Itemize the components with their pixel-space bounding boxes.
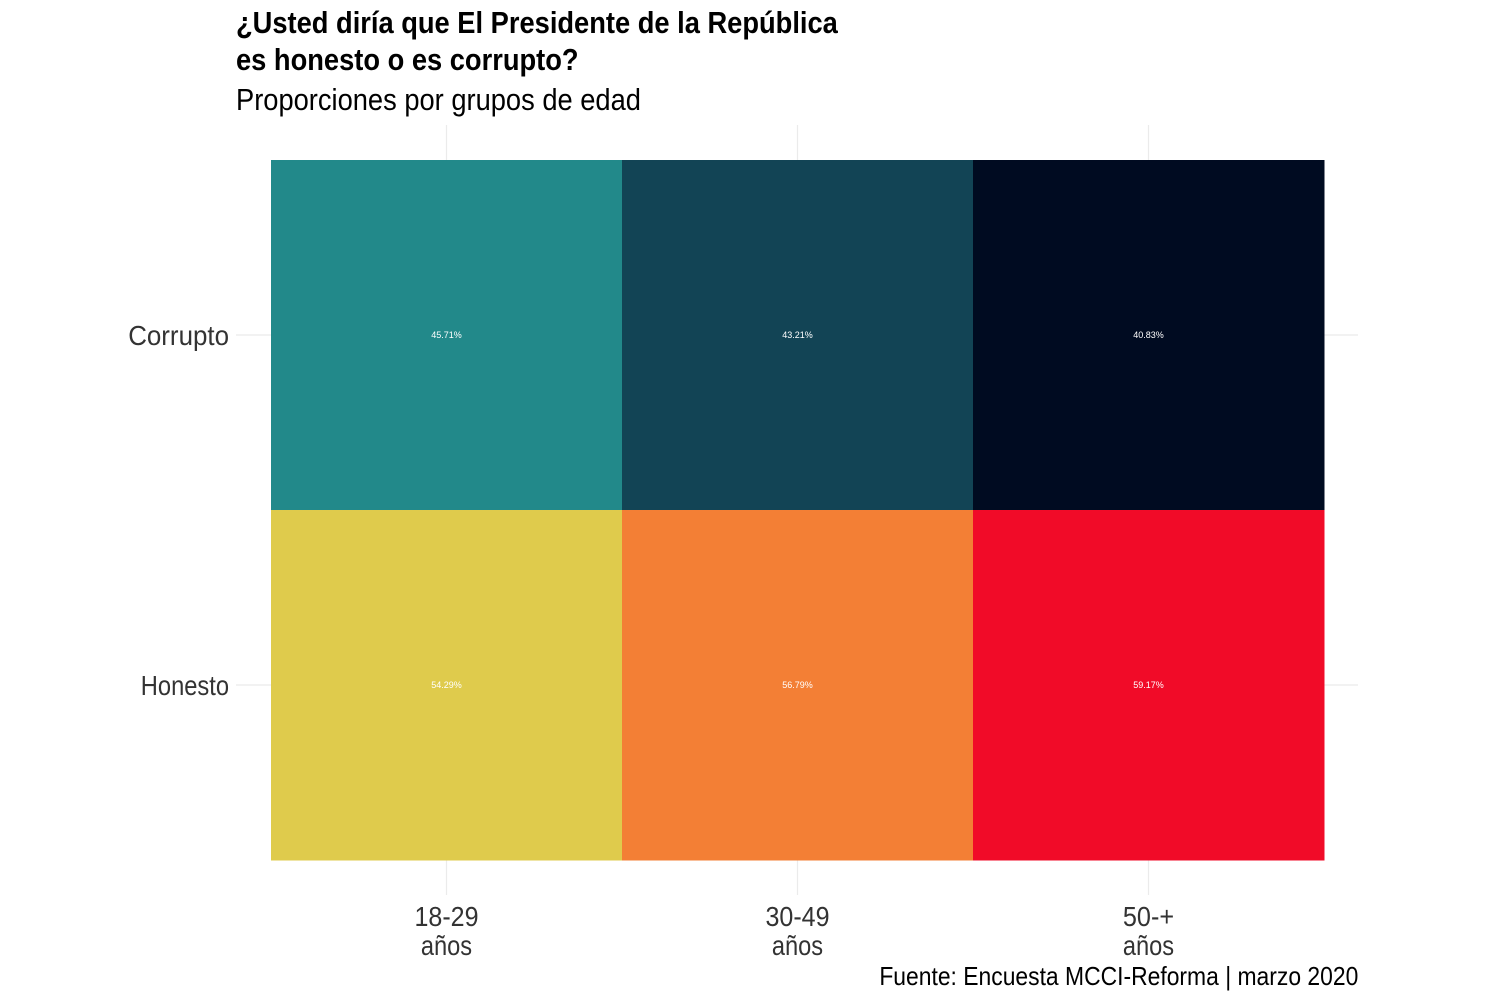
cell-labels: 45.71% 43.21% 40.83% 54.29% 56.79% 59.17% <box>431 330 1164 690</box>
y-tick-label: Honesto <box>141 670 229 701</box>
cell-value-label: 43.21% <box>782 330 813 340</box>
x-tick-label: años <box>421 930 472 961</box>
heatmap-cell <box>271 510 623 861</box>
cell-value-label: 45.71% <box>431 330 462 340</box>
heatmap-cell <box>271 160 623 511</box>
chart-subtitle: Proporciones por grupos de edad <box>236 82 641 117</box>
cell-value-label: 54.29% <box>431 680 462 690</box>
y-axis: Corrupto Honesto <box>128 320 229 701</box>
heatmap-cell <box>622 160 974 511</box>
x-tick-label: 50-+ <box>1123 901 1174 932</box>
heatmap-cell <box>622 510 974 861</box>
heatmap-cell <box>973 510 1325 861</box>
cell-value-label: 59.17% <box>1133 680 1164 690</box>
heatmap-cells <box>271 160 1325 861</box>
cell-value-label: 40.83% <box>1133 330 1164 340</box>
cell-value-label: 56.79% <box>782 680 813 690</box>
x-tick-label: años <box>1123 930 1174 961</box>
x-tick-label: 18-29 <box>415 901 479 932</box>
y-tick-label: Corrupto <box>128 320 229 351</box>
chart-title: ¿Usted diría que El Presidente de la Rep… <box>236 5 838 77</box>
heatmap-cell <box>973 160 1325 511</box>
x-tick-label: 30-49 <box>766 901 830 932</box>
x-tick-label: años <box>772 930 823 961</box>
source-caption: Fuente: Encuesta MCCI-Reforma | marzo 20… <box>879 961 1358 991</box>
